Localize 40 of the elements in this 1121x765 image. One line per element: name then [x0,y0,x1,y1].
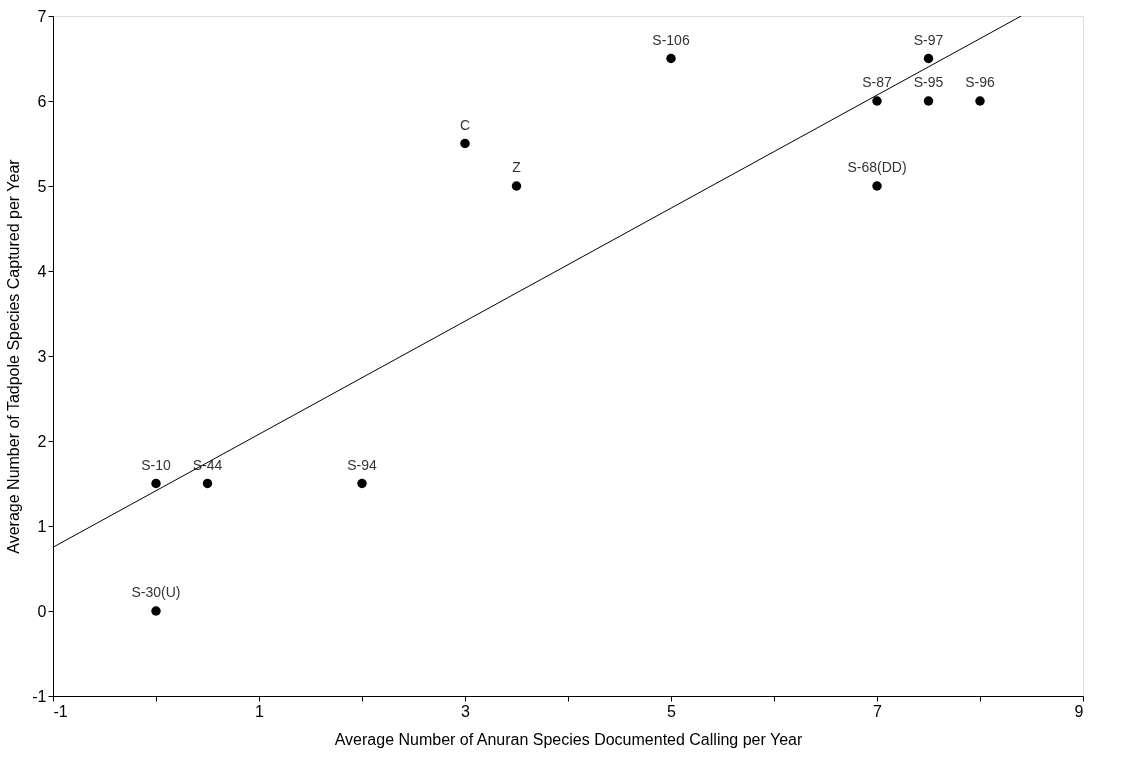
data-label: S-106 [652,31,690,48]
x-tick-label: -1 [53,702,68,720]
point [666,53,676,64]
point [460,138,470,149]
data-label: S-94 [347,456,377,473]
x-tick-label: 1 [255,702,265,720]
point [151,478,161,489]
y-tick-label: 3 [37,347,47,365]
data-label: Z [512,159,522,175]
y-axis-title: Average Number of Tadpole Species Captured per Year [5,158,23,554]
point [923,53,934,64]
data-label: S-10 [141,456,171,473]
x-tick-label: 5 [667,702,677,720]
y-tick-label: 7 [37,7,47,25]
data-label: S-96 [965,74,995,90]
point [202,478,213,489]
point [151,606,161,616]
data-label: C [459,116,471,133]
data-label: S-97 [913,31,944,48]
point [357,478,367,489]
x-tick-label: 9 [1074,702,1084,720]
y-tick-label: 4 [37,262,47,280]
x-tick-label: 3 [461,702,471,720]
point [511,181,522,191]
data-label: S-87 [862,74,892,90]
y-tick-label: 2 [37,432,47,450]
point [975,96,985,106]
x-tick-label: 7 [873,702,883,720]
y-tick-label: -1 [32,687,47,705]
data-label: S-95 [913,74,944,90]
point [923,96,934,106]
y-tick-label: 5 [37,177,47,195]
y-tick-label: 1 [37,517,47,535]
point [872,96,882,106]
data-label: S-30(U) [131,584,181,600]
point [872,181,882,191]
y-tick-label: 0 [37,602,47,620]
x-axis-title: Average Number of Anuran Species Documented Calling per Year [334,730,803,748]
data-label: S-68(DD) [847,159,907,175]
y-tick-label: 6 [37,92,47,110]
